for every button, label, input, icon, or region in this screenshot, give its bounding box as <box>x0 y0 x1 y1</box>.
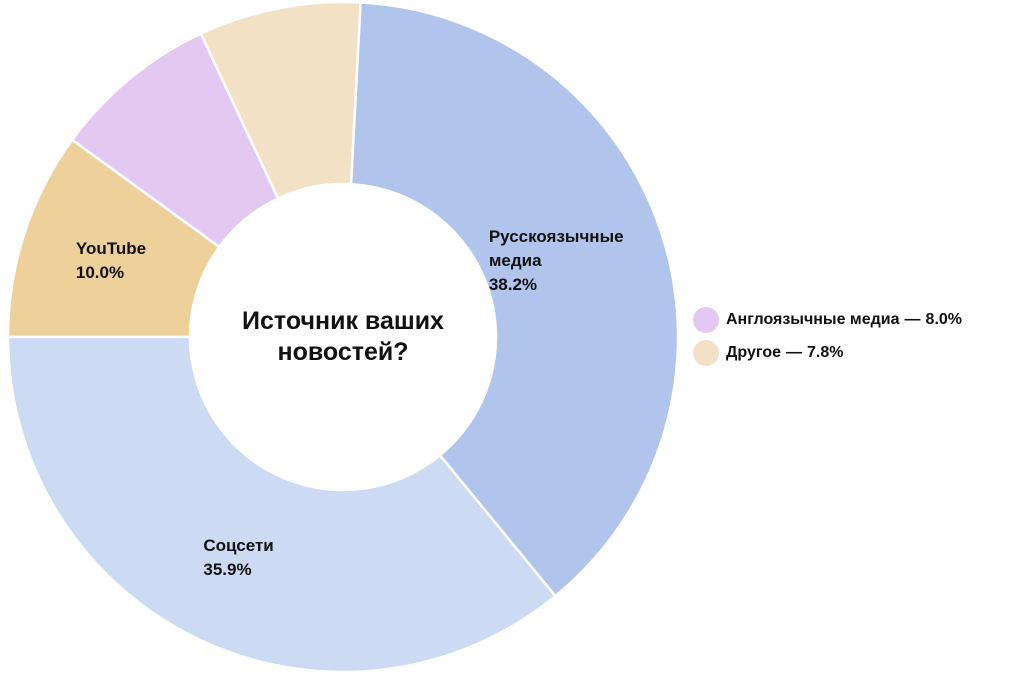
legend-value: 7.8% <box>806 344 844 361</box>
legend-separator: — <box>785 344 802 361</box>
legend-name: Другое <box>726 344 781 361</box>
slice-label: Русскоязычные медиа 38.2% <box>489 225 661 297</box>
chart-title: Источник ваших новостей? <box>242 307 444 366</box>
slice-name: YouTube <box>75 239 147 259</box>
slice-label: Соцсети 35.9% <box>203 534 273 582</box>
slice-name: Русскоязычные медиа <box>488 226 624 270</box>
legend-swatch <box>693 307 719 333</box>
slice <box>349 1 680 598</box>
legend-item: Англоязычные медиа —8.0% <box>693 307 962 333</box>
legend-name: Англоязычные медиа <box>726 311 900 328</box>
slice-value: 35.9% <box>203 559 252 579</box>
legend-value: 8.0% <box>925 311 963 328</box>
legend-item: Другое —7.8% <box>693 340 843 366</box>
slice-name: Соцсети <box>203 535 274 555</box>
slice-label: YouTube 10.0% <box>76 237 146 285</box>
legend-separator: — <box>904 311 921 328</box>
slice <box>199 0 362 201</box>
legend-swatch <box>693 340 719 366</box>
slice-value: 10.0% <box>75 263 125 283</box>
slice <box>6 335 558 674</box>
slice-value: 38.2% <box>488 274 538 294</box>
